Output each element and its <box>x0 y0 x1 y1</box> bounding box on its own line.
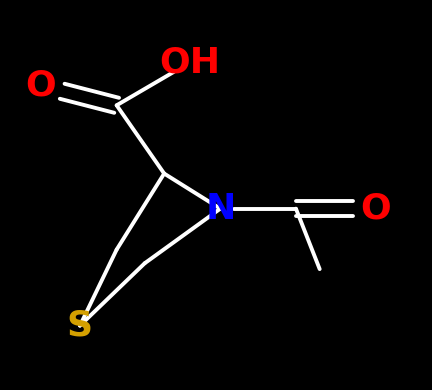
Text: OH: OH <box>159 45 221 80</box>
Text: S: S <box>67 308 93 343</box>
Text: O: O <box>25 69 57 103</box>
Text: N: N <box>205 191 235 226</box>
Text: O: O <box>360 191 391 226</box>
